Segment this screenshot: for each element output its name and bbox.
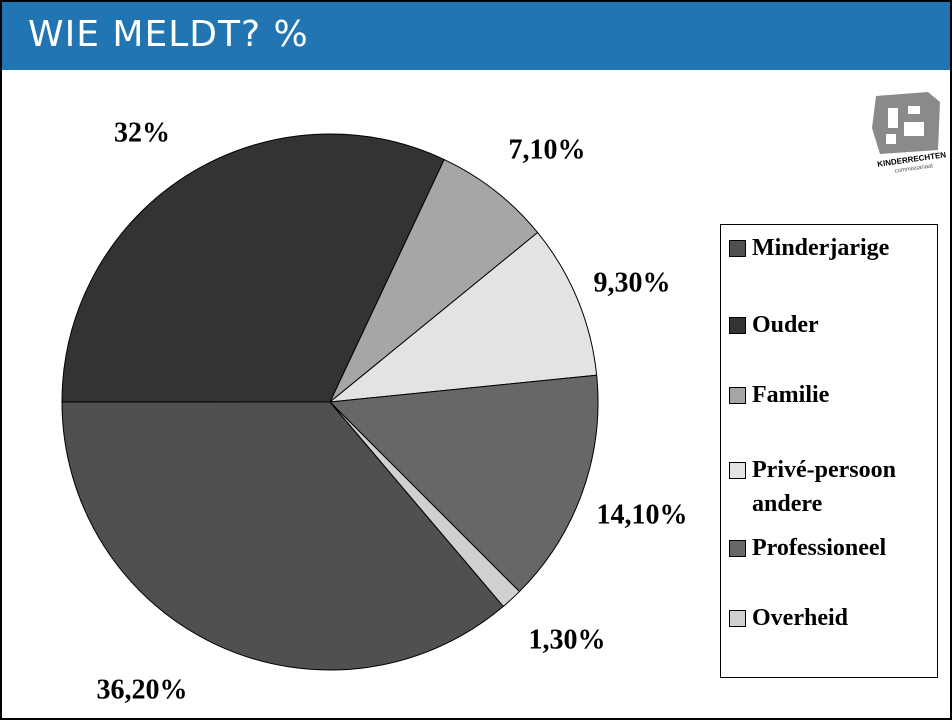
legend-label: Overheid <box>752 605 848 631</box>
legend-entry: Privé-persoon andere <box>729 453 937 521</box>
legend-label: Ouder <box>752 312 819 338</box>
data-label: 1,30% <box>529 624 606 655</box>
legend-entry: Familie <box>729 378 937 412</box>
pie-slice <box>329 158 539 403</box>
pie-slice <box>61 401 505 671</box>
data-label: 36,20% <box>97 674 188 705</box>
legend-entry: Minderjarige <box>729 231 937 265</box>
data-label: 7,10% <box>509 134 586 165</box>
legend-entry: Professioneel <box>729 531 937 565</box>
legend-entry: Ouder <box>729 308 937 342</box>
logo: KINDERRECHTEN commissariaat <box>872 92 947 175</box>
title-bar: WIE MELDT? % <box>2 2 950 70</box>
legend-label: Familie <box>752 382 830 408</box>
data-label: 9,30% <box>594 267 671 298</box>
legend-swatch <box>729 387 746 404</box>
legend-label: Privé-persoon andere <box>752 457 896 517</box>
logo-figures <box>886 106 924 144</box>
legend-swatch <box>729 462 746 479</box>
legend-swatch <box>729 240 746 257</box>
slide-title: WIE MELDT? % <box>28 14 309 55</box>
data-label: 14,10% <box>597 499 688 530</box>
legend: Minderjarige Ouder Familie Privé-persoon an… <box>720 224 938 678</box>
legend-label: Professioneel <box>752 535 887 561</box>
data-label: 32% <box>114 117 170 148</box>
legend-swatch <box>729 610 746 627</box>
logo-subtext: commissariaat <box>894 163 933 174</box>
pie-slice <box>61 133 445 403</box>
legend-entry: Overheid <box>729 601 937 635</box>
legend-swatch <box>729 540 746 557</box>
pie-slice <box>328 231 598 403</box>
legend-label: Minderjarige <box>752 235 890 261</box>
legend-swatch <box>729 317 746 334</box>
pie-slice <box>329 401 521 608</box>
pie-slice <box>328 374 599 593</box>
